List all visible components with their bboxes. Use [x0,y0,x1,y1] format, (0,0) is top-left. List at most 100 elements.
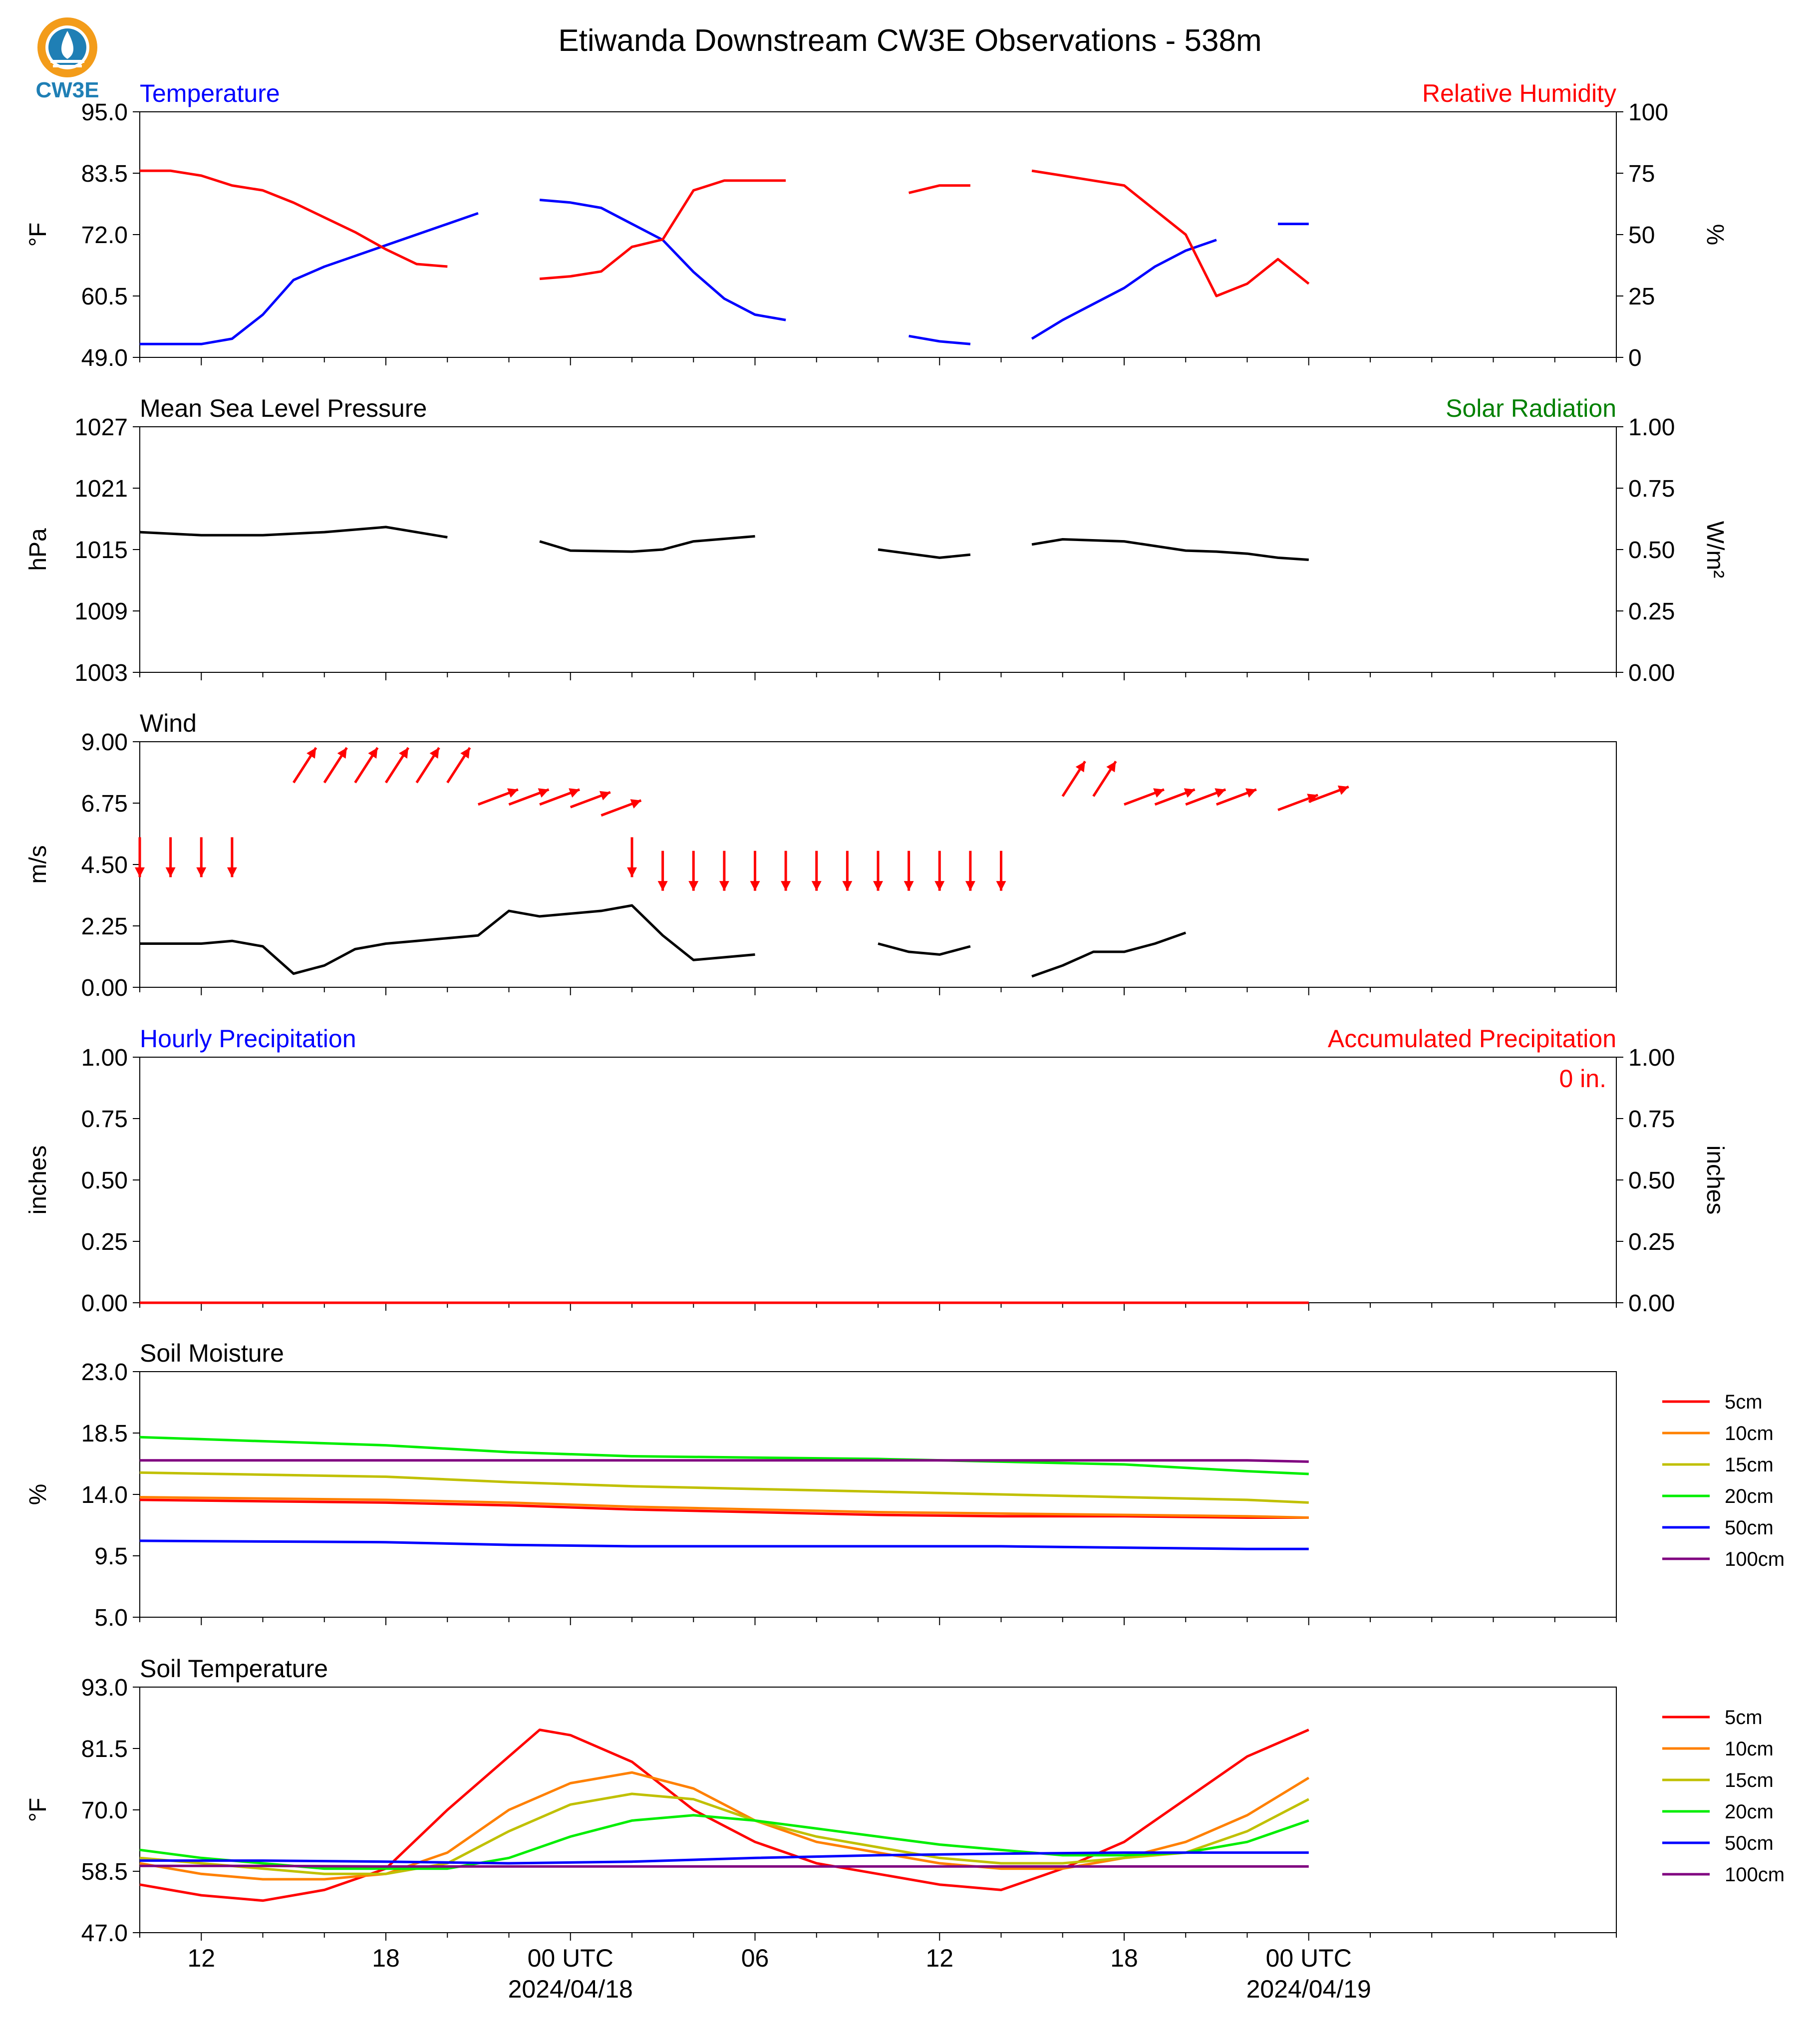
wind-arrow-head [1214,788,1226,798]
wind-arrow-head [750,881,760,891]
y-tick-label-left: 1.00 [81,1045,128,1071]
x-tick-label: 12 [187,1944,215,1972]
y-tick-label-right: 0.50 [1628,537,1675,564]
wind-arrow-head [306,748,316,759]
panel-soil_moisture: 5.0 9.5 14.0 18.5 23.0 Soil Moisture% 5cm 10cm 1… [25,1339,1785,1631]
wind-arrow-head [1153,788,1164,798]
y-tick-label-left: 49.0 [81,345,128,371]
series-line-50cm [140,1851,1309,1865]
series-line-100cm [140,1459,1309,1463]
y-tick-label-right: 0.75 [1628,1106,1675,1133]
legend-label: 15cm [1725,1454,1774,1476]
panel-title-left: Wind [140,709,197,737]
y-tick-label-left: 5.0 [94,1605,128,1631]
legend-label: 50cm [1725,1832,1774,1854]
wind-arrow-head [996,881,1006,891]
y-tick-label-left: 60.5 [81,284,128,310]
plot-frame [139,1687,1617,1933]
y-tick-label-right: 0 [1628,345,1642,371]
accumulated-precip-annotation: 0 in. [1559,1065,1606,1093]
y-tick-label-left: 95.0 [81,99,128,126]
wind-arrow-head [165,867,176,877]
plot-frame [139,1371,1617,1618]
series-line-50cm [139,1539,1309,1550]
y-tick-label-left: 58.5 [81,1859,128,1885]
wind-arrow-head [429,748,439,759]
y-tick-label-left: 4.50 [81,852,128,878]
panel-precipitation: 0.00 0.25 0.50 0.75 1.00 0.00 0.25 0.50 0.75 1.00… [25,1025,1728,1317]
legend-label: 5cm [1725,1707,1763,1729]
wind-arrow-head [1245,788,1256,798]
legend-label: 100cm [1725,1864,1785,1886]
legend-label: 5cm [1725,1391,1763,1413]
panel-title-left: Soil Moisture [140,1339,284,1367]
legend-label: 15cm [1725,1769,1774,1791]
series-line-15cm [139,1471,1309,1504]
wind-arrow-head [599,791,610,801]
wind-arrow-head [1075,761,1085,773]
y-tick-label-right: 100 [1628,99,1668,126]
y-tick-label-left: 1027 [74,414,128,441]
x-tick-date-label: 2024/04/18 [508,1975,633,2003]
legend-label: 20cm [1725,1801,1774,1823]
y-tick-label-right: 0.50 [1628,1167,1675,1194]
wind-arrow-head [460,748,470,759]
y-tick-label-right: 0.25 [1628,598,1675,625]
legend-label: 10cm [1725,1738,1774,1760]
wind-arrow-head [657,881,668,891]
y-tick-label-left: 1015 [74,537,128,564]
y-tick-label-left: 18.5 [81,1421,128,1447]
wind-arrow-head [842,881,853,891]
series-line-20cm [139,1814,1309,1870]
panel-title-right: Accumulated Precipitation [1328,1025,1616,1053]
y-tick-label-right: 0.00 [1628,660,1675,686]
legend-label: 20cm [1725,1485,1774,1507]
y-axis-label-right: inches [1702,1146,1728,1215]
y-tick-label-right: 25 [1628,284,1655,310]
y-tick-label-right: 0.25 [1628,1229,1675,1255]
y-tick-label-left: 2.25 [81,913,128,940]
wind-arrow-head [630,799,641,809]
panel-temperature_humidity: 49.0 60.5 72.0 83.5 95.0 0 25 50 75 100 Temperatur… [25,79,1728,371]
series-line-15cm [139,1792,1309,1875]
y-axis-label-right: % [1702,224,1728,246]
x-tick-label: 06 [741,1944,769,1972]
y-tick-label-left: 47.0 [81,1920,128,1947]
wind-arrow-head [934,881,945,891]
wind-arrow-head [507,788,518,798]
series-line-5cm [139,1498,1309,1519]
y-tick-label-left: 0.00 [81,1290,128,1317]
x-tick-label: 12 [925,1944,953,1972]
wind-arrow-head [135,867,145,877]
y-tick-label-right: 0.75 [1628,476,1675,502]
wind-arrow-head [811,881,822,891]
wind-arrow-head [1184,788,1195,798]
y-tick-label-left: 6.75 [81,791,128,817]
wind-arrow-head [569,788,580,798]
drop-icon [61,31,74,59]
panel-title-left: Mean Sea Level Pressure [140,394,427,422]
y-tick-label-left: 23.0 [81,1359,128,1386]
y-tick-label-left: 14.0 [81,1482,128,1508]
series-line-temperature [140,199,1309,345]
y-tick-label-right: 1.00 [1628,414,1675,441]
plot-frame [139,1057,1617,1303]
y-tick-label-left: 1009 [74,598,128,625]
y-axis-label-left: hPa [25,528,51,571]
wind-arrow-head [538,788,549,798]
x-tick-label: 18 [372,1944,400,1972]
wind-arrow-head [781,881,791,891]
panel-pressure_solar: 1003 1009 1015 1021 1027 0.00 0.25 0.50 0.75 1.00… [25,394,1728,686]
series-line-wind-speed [140,905,1309,976]
y-tick-label-right: 75 [1628,161,1655,187]
y-tick-label-left: 9.5 [94,1543,128,1570]
x-tick-label: 00 UTC [1266,1944,1352,1972]
y-axis-label-left: % [25,1484,51,1505]
y-tick-label-left: 70.0 [81,1797,128,1824]
series-line-10cm [139,1496,1309,1519]
y-tick-label-right: 0.00 [1628,1290,1675,1317]
panel-soil_temperature: 47.0 58.5 70.0 81.5 93.0 Soil Temperature °F 5c… [25,1655,1785,1947]
legend-label: 50cm [1725,1517,1774,1539]
x-tick-date-label: 2024/04/19 [1246,1975,1371,2003]
y-tick-label-left: 72.0 [81,222,128,249]
